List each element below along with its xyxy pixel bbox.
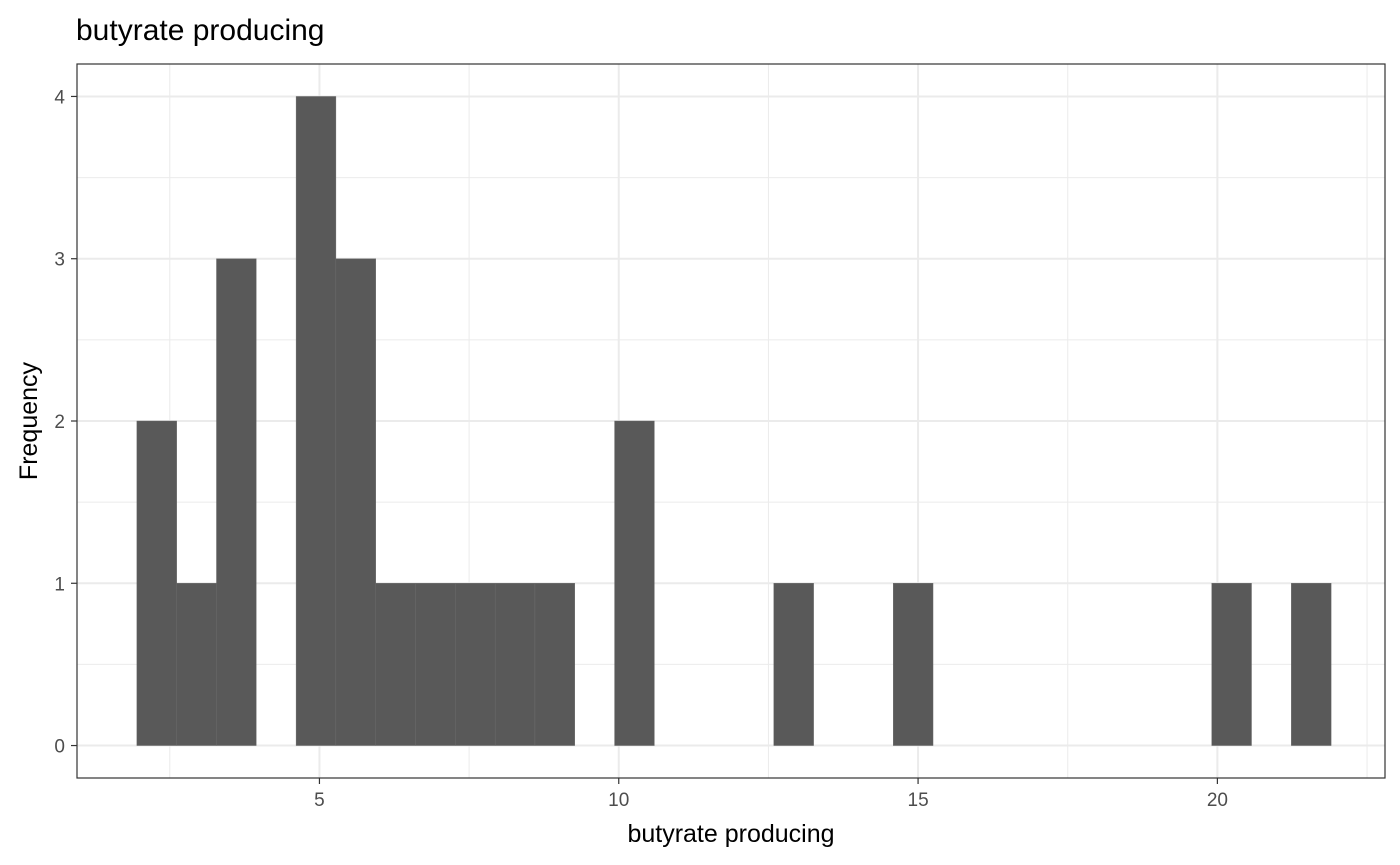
y-axis-title: Frequency xyxy=(15,361,43,480)
chart-title: butyrate producing xyxy=(76,14,325,47)
y-tick-label: 4 xyxy=(54,87,65,108)
histogram-bar xyxy=(176,583,217,746)
x-tick-label: 10 xyxy=(608,790,629,811)
x-axis-title: butyrate producing xyxy=(627,820,834,848)
histogram-bar xyxy=(534,583,575,746)
y-tick-label: 3 xyxy=(54,250,65,271)
x-tick-label: 5 xyxy=(314,790,325,811)
histogram-bar xyxy=(1291,583,1332,746)
x-tick-label: 20 xyxy=(1207,790,1228,811)
y-axis: 0 1 2 3 4 xyxy=(54,87,77,758)
histogram-bar xyxy=(136,420,177,746)
x-tick-label: 15 xyxy=(908,790,929,811)
histogram-bar xyxy=(216,258,257,746)
histogram-bar xyxy=(335,258,376,746)
histogram-bar xyxy=(415,583,456,746)
y-tick-label: 2 xyxy=(54,412,65,433)
histogram-bar xyxy=(773,583,814,746)
histogram-bar xyxy=(295,96,337,746)
x-axis: 5 10 15 20 xyxy=(314,778,1228,811)
y-tick-label: 0 xyxy=(54,737,65,758)
histogram-bar xyxy=(893,583,934,746)
histogram-bar xyxy=(494,583,536,746)
histogram-bar xyxy=(614,420,655,746)
histogram-bars xyxy=(136,96,1332,746)
histogram-bar xyxy=(455,583,496,746)
histogram-bar xyxy=(375,583,416,746)
histogram-bar xyxy=(1211,583,1252,746)
y-tick-label: 1 xyxy=(54,574,65,595)
